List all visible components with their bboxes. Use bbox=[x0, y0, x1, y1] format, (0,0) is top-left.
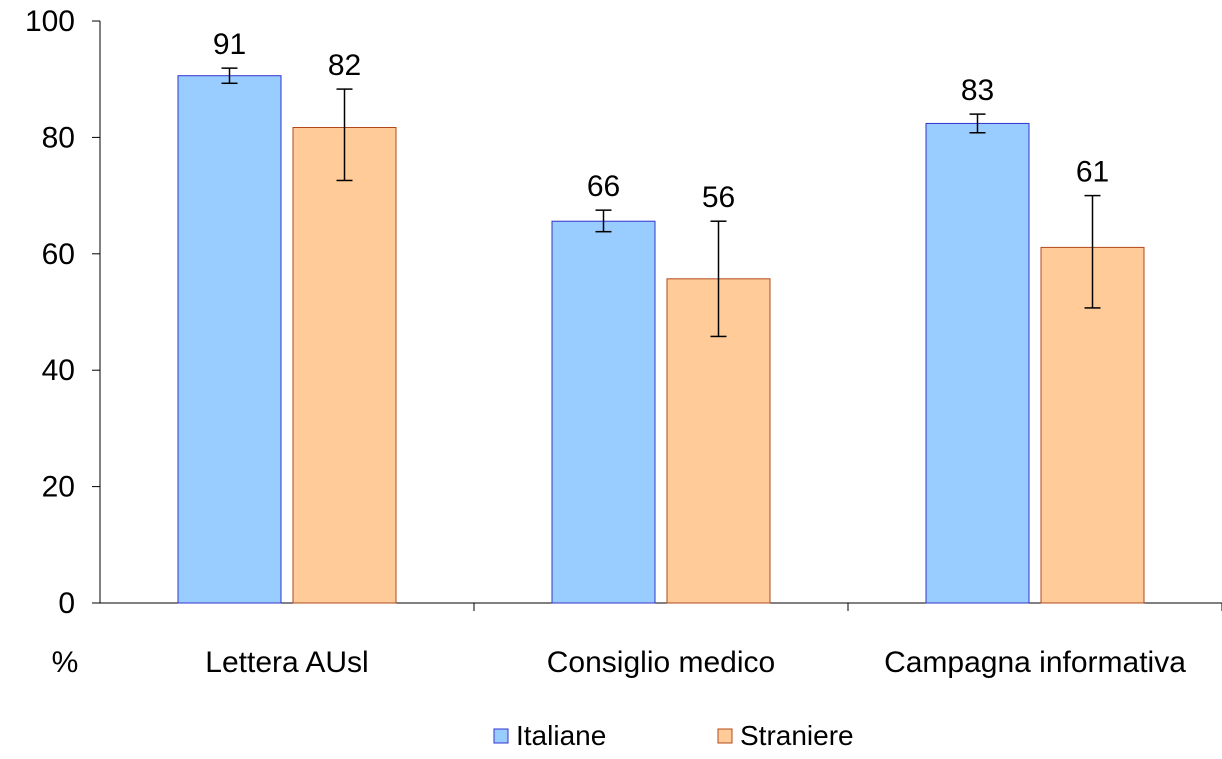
data-label: 56 bbox=[702, 181, 735, 214]
data-label: 83 bbox=[961, 74, 994, 107]
axes: 0 20 40 60 80 100 Lettera AUsl Consiglio medico… bbox=[25, 5, 1222, 679]
error-bars bbox=[221, 67, 1101, 338]
legend-label-italiane: Italiane bbox=[516, 720, 606, 751]
legend-label-straniere: Straniere bbox=[740, 720, 854, 751]
y-tick-label: 40 bbox=[42, 354, 75, 387]
data-label: 91 bbox=[213, 28, 246, 61]
y-tick-label: 100 bbox=[25, 5, 75, 38]
legend-swatch-straniere bbox=[717, 728, 733, 744]
bar-italiane bbox=[551, 220, 656, 604]
legend: Italiane Straniere bbox=[493, 720, 854, 751]
y-tick-label: 20 bbox=[42, 471, 75, 504]
x-category-label: Lettera AUsl bbox=[205, 646, 368, 679]
y-tick-label: 0 bbox=[58, 587, 75, 620]
bar-italiane bbox=[177, 75, 282, 604]
y-tick-label: 80 bbox=[42, 121, 75, 154]
data-label: 61 bbox=[1076, 156, 1109, 189]
data-labels: 91 66 83 82 56 61 bbox=[213, 28, 1109, 214]
y-unit-label: % bbox=[52, 646, 79, 679]
bar-straniere bbox=[292, 127, 397, 604]
y-tick-label: 60 bbox=[42, 238, 75, 271]
x-category-label: Consiglio medico bbox=[547, 646, 775, 679]
legend-swatch-italiane bbox=[493, 728, 509, 744]
bar-italiane bbox=[925, 122, 1030, 604]
bars bbox=[177, 75, 1145, 604]
x-category-label: Campagna informativa bbox=[884, 646, 1186, 679]
data-label: 82 bbox=[328, 49, 361, 82]
data-label: 66 bbox=[587, 170, 620, 203]
